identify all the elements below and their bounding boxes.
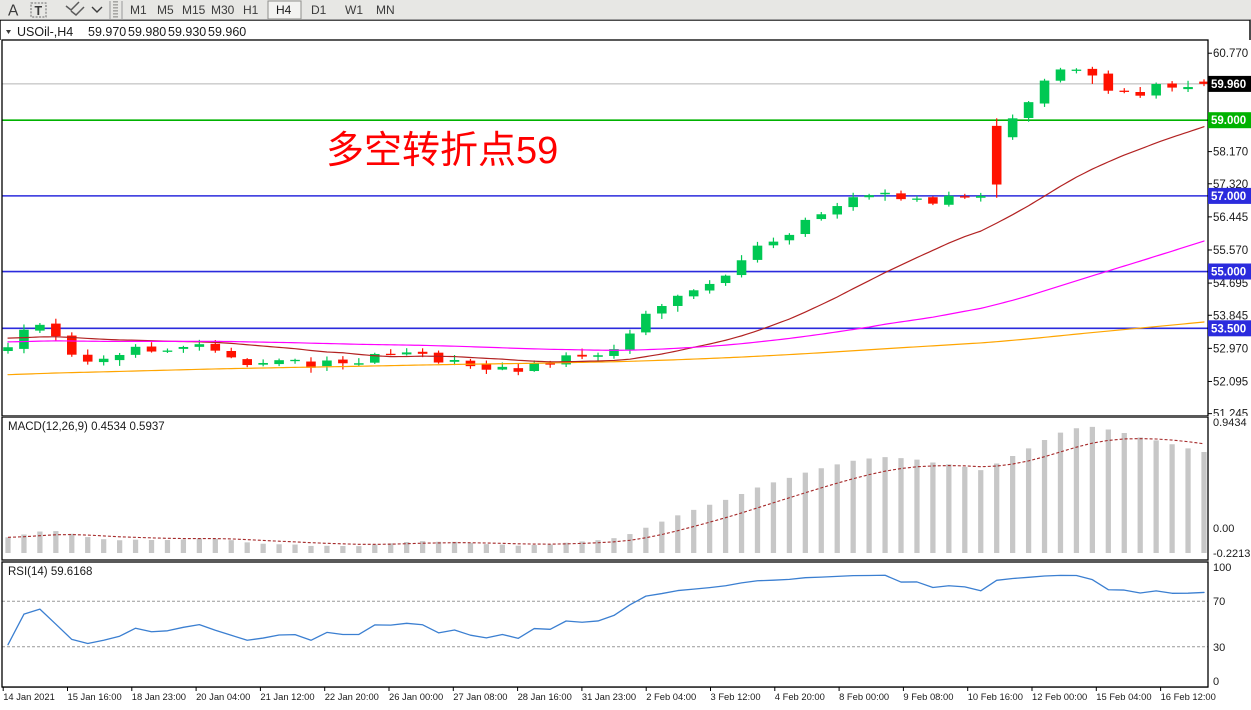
- svg-text:52.095: 52.095: [1213, 377, 1248, 389]
- svg-text:60.770: 60.770: [1213, 48, 1248, 60]
- svg-text:54.695: 54.695: [1213, 278, 1248, 290]
- svg-text:3 Feb 12:00: 3 Feb 12:00: [711, 691, 761, 702]
- svg-text:18 Jan 23:00: 18 Jan 23:00: [132, 691, 186, 702]
- svg-text:58.170: 58.170: [1213, 147, 1248, 159]
- svg-text:57.000: 57.000: [1211, 191, 1246, 203]
- svg-text:31 Jan 23:00: 31 Jan 23:00: [582, 691, 636, 702]
- svg-text:10 Feb 16:00: 10 Feb 16:00: [968, 691, 1023, 702]
- svg-text:2 Feb 04:00: 2 Feb 04:00: [646, 691, 696, 702]
- svg-text:22 Jan 20:00: 22 Jan 20:00: [325, 691, 379, 702]
- svg-text:14 Jan 2021: 14 Jan 2021: [3, 691, 55, 702]
- svg-text:15 Jan 16:00: 15 Jan 16:00: [68, 691, 122, 702]
- svg-text:多空转折点59: 多空转折点59: [326, 130, 558, 172]
- svg-text:4 Feb 20:00: 4 Feb 20:00: [775, 691, 825, 702]
- svg-text:16 Feb 12:00: 16 Feb 12:00: [1161, 691, 1216, 702]
- svg-text:26 Jan 00:00: 26 Jan 00:00: [389, 691, 443, 702]
- svg-text:55.000: 55.000: [1211, 267, 1246, 279]
- svg-text:59.960: 59.960: [1211, 79, 1246, 91]
- svg-text:21 Jan 12:00: 21 Jan 12:00: [260, 691, 314, 702]
- svg-text:12 Feb 00:00: 12 Feb 00:00: [1032, 691, 1087, 702]
- svg-text:8 Feb 00:00: 8 Feb 00:00: [839, 691, 889, 702]
- svg-text:30: 30: [1213, 642, 1225, 654]
- svg-text:100: 100: [1213, 562, 1231, 574]
- svg-text:0.00: 0.00: [1213, 523, 1234, 535]
- svg-text:55.570: 55.570: [1213, 245, 1248, 257]
- svg-text:70: 70: [1213, 596, 1225, 608]
- svg-text:28 Jan 16:00: 28 Jan 16:00: [518, 691, 572, 702]
- svg-text:59.000: 59.000: [1211, 115, 1246, 127]
- svg-text:52.970: 52.970: [1213, 343, 1248, 355]
- svg-text:20 Jan 04:00: 20 Jan 04:00: [196, 691, 250, 702]
- svg-text:53.500: 53.500: [1211, 323, 1246, 335]
- svg-text:RSI(14) 59.6168: RSI(14) 59.6168: [8, 566, 92, 578]
- svg-text:9 Feb 08:00: 9 Feb 08:00: [903, 691, 953, 702]
- svg-text:0.9434: 0.9434: [1213, 417, 1247, 429]
- svg-text:56.445: 56.445: [1213, 212, 1248, 224]
- svg-text:-0.2213: -0.2213: [1213, 548, 1250, 560]
- svg-text:15 Feb 04:00: 15 Feb 04:00: [1096, 691, 1151, 702]
- svg-text:MACD(12,26,9) 0.4534 0.5937: MACD(12,26,9) 0.4534 0.5937: [8, 421, 165, 433]
- svg-text:27 Jan 08:00: 27 Jan 08:00: [453, 691, 507, 702]
